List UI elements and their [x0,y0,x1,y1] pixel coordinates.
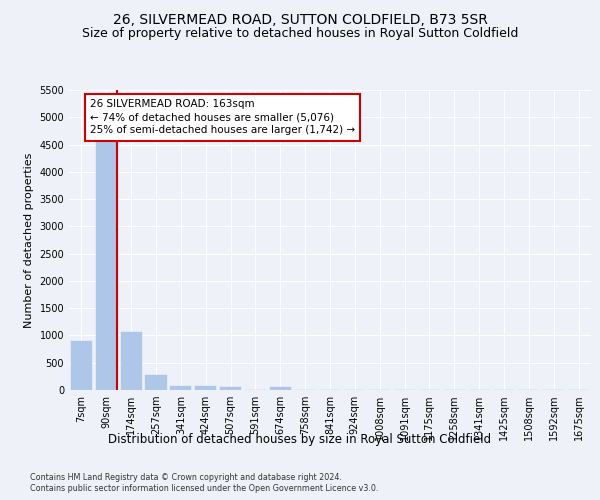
Bar [270,386,291,390]
Y-axis label: Number of detached properties: Number of detached properties [24,152,34,328]
Text: Distribution of detached houses by size in Royal Sutton Coldfield: Distribution of detached houses by size … [109,432,491,446]
Bar [195,386,216,390]
Bar [96,142,117,390]
Bar [121,332,142,390]
Bar [170,386,191,390]
Bar [71,341,92,390]
Bar [145,374,167,390]
Text: 26 SILVERMEAD ROAD: 163sqm
← 74% of detached houses are smaller (5,076)
25% of s: 26 SILVERMEAD ROAD: 163sqm ← 74% of deta… [90,99,355,136]
Bar [220,387,241,390]
Text: 26, SILVERMEAD ROAD, SUTTON COLDFIELD, B73 5SR: 26, SILVERMEAD ROAD, SUTTON COLDFIELD, B… [113,12,487,26]
Text: Contains public sector information licensed under the Open Government Licence v3: Contains public sector information licen… [30,484,379,493]
Text: Contains HM Land Registry data © Crown copyright and database right 2024.: Contains HM Land Registry data © Crown c… [30,472,342,482]
Text: Size of property relative to detached houses in Royal Sutton Coldfield: Size of property relative to detached ho… [82,28,518,40]
